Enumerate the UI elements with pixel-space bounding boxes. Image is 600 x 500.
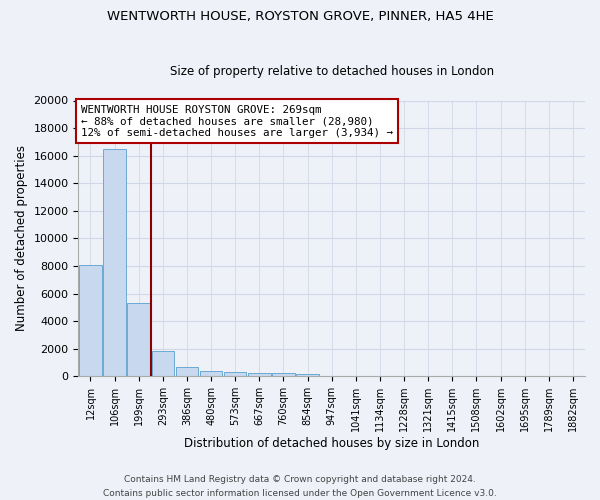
Text: WENTWORTH HOUSE ROYSTON GROVE: 269sqm
← 88% of detached houses are smaller (28,9: WENTWORTH HOUSE ROYSTON GROVE: 269sqm ← … (81, 104, 393, 138)
X-axis label: Distribution of detached houses by size in London: Distribution of detached houses by size … (184, 437, 479, 450)
Bar (200, 372, 223, 376)
Bar (224, 372, 247, 376)
Bar (103, 149, 126, 376)
Bar (176, 366, 198, 376)
Title: Size of property relative to detached houses in London: Size of property relative to detached ho… (170, 66, 494, 78)
Text: Contains HM Land Registry data © Crown copyright and database right 2024.
Contai: Contains HM Land Registry data © Crown c… (103, 476, 497, 498)
Bar (272, 374, 295, 376)
Bar (152, 352, 174, 376)
Text: WENTWORTH HOUSE, ROYSTON GROVE, PINNER, HA5 4HE: WENTWORTH HOUSE, ROYSTON GROVE, PINNER, … (107, 10, 493, 23)
Bar (248, 373, 271, 376)
Bar (79, 264, 101, 376)
Y-axis label: Number of detached properties: Number of detached properties (15, 146, 28, 332)
Bar (296, 374, 319, 376)
Bar (127, 303, 150, 376)
